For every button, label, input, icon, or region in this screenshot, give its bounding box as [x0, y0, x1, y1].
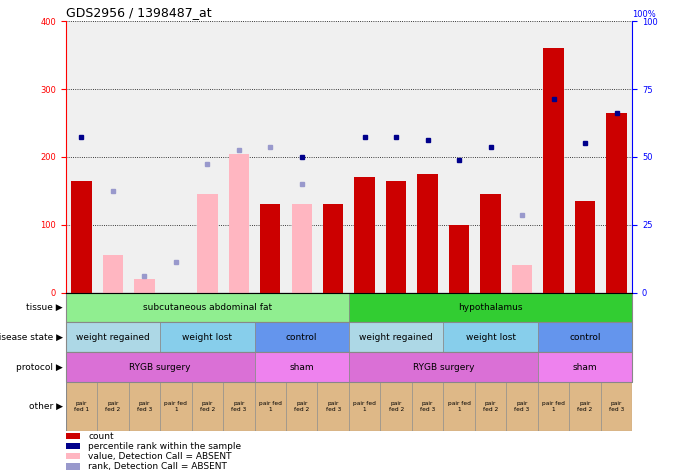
Text: pair
fed 3: pair fed 3: [609, 401, 624, 412]
Text: pair
fed 3: pair fed 3: [420, 401, 435, 412]
Text: weight lost: weight lost: [182, 333, 232, 342]
Text: control: control: [569, 333, 600, 342]
Text: hypothalamus: hypothalamus: [458, 303, 523, 312]
Text: pair
fed 1: pair fed 1: [74, 401, 89, 412]
Bar: [475, 382, 507, 431]
Bar: [317, 382, 349, 431]
Bar: [254, 382, 286, 431]
Bar: [349, 352, 538, 382]
Text: subcutaneous abdominal fat: subcutaneous abdominal fat: [143, 303, 272, 312]
Text: pair
fed 3: pair fed 3: [515, 401, 530, 412]
Bar: [254, 322, 349, 352]
Bar: [197, 194, 218, 292]
Text: protocol ▶: protocol ▶: [16, 363, 63, 372]
Text: pair fed
1: pair fed 1: [353, 401, 376, 412]
Bar: [507, 382, 538, 431]
Bar: [66, 443, 79, 449]
Text: control: control: [286, 333, 317, 342]
Bar: [512, 265, 532, 292]
Bar: [538, 322, 632, 352]
Bar: [129, 382, 160, 431]
Bar: [260, 204, 281, 292]
Text: RYGB surgery: RYGB surgery: [129, 363, 191, 372]
Bar: [66, 464, 79, 470]
Bar: [97, 382, 129, 431]
Text: weight regained: weight regained: [76, 333, 150, 342]
Bar: [349, 322, 444, 352]
Bar: [480, 194, 501, 292]
Bar: [160, 382, 191, 431]
Bar: [417, 174, 438, 292]
Text: 100%: 100%: [632, 9, 656, 18]
Bar: [349, 292, 632, 322]
Text: sham: sham: [290, 363, 314, 372]
Text: pair fed
1: pair fed 1: [259, 401, 282, 412]
Text: pair
fed 3: pair fed 3: [231, 401, 247, 412]
Bar: [254, 352, 349, 382]
Text: pair fed
1: pair fed 1: [164, 401, 187, 412]
Bar: [66, 453, 79, 459]
Bar: [66, 322, 160, 352]
Text: pair
fed 3: pair fed 3: [325, 401, 341, 412]
Text: pair fed
1: pair fed 1: [448, 401, 471, 412]
Bar: [349, 382, 381, 431]
Bar: [449, 225, 469, 292]
Bar: [134, 279, 155, 292]
Text: pair
fed 2: pair fed 2: [294, 401, 310, 412]
Text: pair
fed 2: pair fed 2: [105, 401, 120, 412]
Text: pair
fed 2: pair fed 2: [578, 401, 593, 412]
Text: weight regained: weight regained: [359, 333, 433, 342]
Text: pair fed
1: pair fed 1: [542, 401, 565, 412]
Bar: [600, 382, 632, 431]
Bar: [543, 48, 564, 292]
Bar: [103, 255, 123, 292]
Text: percentile rank within the sample: percentile rank within the sample: [88, 442, 241, 451]
Bar: [292, 204, 312, 292]
Bar: [66, 292, 349, 322]
Bar: [444, 322, 538, 352]
Text: disease state ▶: disease state ▶: [0, 333, 63, 342]
Bar: [381, 382, 412, 431]
Bar: [223, 382, 254, 431]
Bar: [191, 382, 223, 431]
Bar: [386, 181, 406, 292]
Text: tissue ▶: tissue ▶: [26, 303, 63, 312]
Bar: [286, 382, 317, 431]
Bar: [538, 382, 569, 431]
Text: pair
fed 2: pair fed 2: [483, 401, 498, 412]
Bar: [66, 352, 254, 382]
Bar: [160, 322, 254, 352]
Bar: [606, 113, 627, 292]
Text: pair
fed 3: pair fed 3: [137, 401, 152, 412]
Text: RYGB surgery: RYGB surgery: [413, 363, 474, 372]
Bar: [71, 181, 92, 292]
Text: count: count: [88, 431, 114, 440]
Text: sham: sham: [573, 363, 597, 372]
Text: other ▶: other ▶: [29, 402, 63, 411]
Text: pair
fed 2: pair fed 2: [388, 401, 404, 412]
Text: rank, Detection Call = ABSENT: rank, Detection Call = ABSENT: [88, 462, 227, 471]
Bar: [412, 382, 444, 431]
Text: value, Detection Call = ABSENT: value, Detection Call = ABSENT: [88, 452, 231, 461]
Bar: [354, 177, 375, 292]
Bar: [323, 204, 343, 292]
Bar: [66, 433, 79, 439]
Bar: [66, 382, 97, 431]
Bar: [538, 352, 632, 382]
Bar: [575, 201, 595, 292]
Bar: [444, 382, 475, 431]
Bar: [569, 382, 600, 431]
Bar: [229, 154, 249, 292]
Text: GDS2956 / 1398487_at: GDS2956 / 1398487_at: [66, 6, 211, 19]
Text: pair
fed 2: pair fed 2: [200, 401, 215, 412]
Text: weight lost: weight lost: [466, 333, 515, 342]
